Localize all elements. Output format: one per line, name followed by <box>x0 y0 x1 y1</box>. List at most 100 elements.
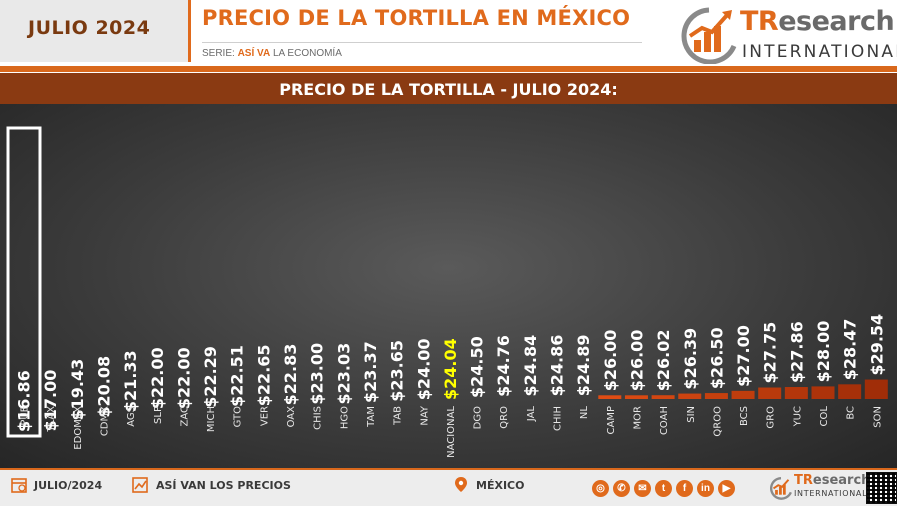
value-label-dgo: $24.50 <box>468 336 487 398</box>
category-label-ags: AGS <box>126 406 137 427</box>
footer-logo-international: INTERNATIONAL <box>794 489 868 498</box>
category-label-bcs: BCS <box>739 406 750 426</box>
value-label-pue: $16.86 <box>15 370 34 432</box>
value-label-chih: $24.86 <box>548 335 567 397</box>
value-label-ver: $22.65 <box>254 344 273 406</box>
category-label-mor: MOR <box>632 406 643 429</box>
category-label-gro: GRO <box>766 406 777 429</box>
category-label-tlax: TLAX <box>46 406 57 433</box>
footer-region: MÉXICO <box>476 479 525 492</box>
value-label-nay: $24.00 <box>414 338 433 400</box>
value-label-qro: $24.76 <box>494 335 513 397</box>
category-label-pue: PUE <box>20 406 31 426</box>
footer-series: ASÍ VAN LOS PRECIOS <box>156 479 291 492</box>
value-label-zac: $22.00 <box>174 347 193 409</box>
bar-sin <box>678 393 702 399</box>
page-title: PRECIO DE LA TORTILLA EN MÉXICO <box>202 6 631 30</box>
footer-logo-wordmark: TResearch <box>794 473 870 488</box>
category-label-son: SON <box>872 406 883 428</box>
category-label-tab: TAB <box>393 406 404 426</box>
logo-research: esearch <box>778 6 895 37</box>
bar-yuc <box>784 387 808 399</box>
twitter-icon[interactable]: t <box>655 480 672 497</box>
bar-bcs <box>731 390 755 399</box>
value-label-qroo: $26.50 <box>707 327 726 389</box>
page-header: JULIO 2024 PRECIO DE LA TORTILLA EN MÉXI… <box>0 0 897 72</box>
bar-mor <box>624 395 648 399</box>
facebook-icon[interactable]: f <box>676 480 693 497</box>
category-label-col: COL <box>819 406 830 427</box>
series-suffix: LA ECONOMÍA <box>270 48 342 59</box>
footer-date: JULIO/2024 <box>34 479 103 492</box>
chart-doc-icon <box>132 477 148 493</box>
value-label-bc: $28.47 <box>841 319 860 381</box>
bar-bc <box>838 384 862 399</box>
value-label-edomex: $19.43 <box>68 359 87 421</box>
qr-code[interactable] <box>866 472 897 504</box>
category-label-ver: VER <box>259 406 270 426</box>
category-label-oax: OAX <box>286 406 297 428</box>
value-label-mich: $22.29 <box>201 346 220 408</box>
value-label-hgo: $23.03 <box>334 343 353 405</box>
category-label-chih: CHIH <box>553 406 564 431</box>
value-label-tam: $23.37 <box>361 341 380 403</box>
mail-icon[interactable]: ✉ <box>634 480 651 497</box>
category-label-zac: ZAC <box>179 406 190 427</box>
category-label-jal: JAL <box>526 406 537 423</box>
value-label-yuc: $27.86 <box>787 321 806 383</box>
value-label-cdmx: $20.08 <box>94 356 113 418</box>
category-label-camp: CAMP <box>606 406 617 434</box>
category-label-yuc: YUC <box>792 406 803 427</box>
value-label-slp: $22.00 <box>148 347 167 409</box>
category-label-chis: CHIS <box>313 406 324 430</box>
footer-logo-chart-icon <box>769 476 792 500</box>
value-label-ags: $21.33 <box>121 350 140 412</box>
series-subtitle: SERIE: ASÍ VA LA ECONOMÍA <box>202 48 342 59</box>
date-label: JULIO 2024 <box>28 17 151 39</box>
value-label-col: $28.00 <box>814 321 833 383</box>
title-divider <box>202 42 642 43</box>
whatsapp-icon[interactable]: ✆ <box>613 480 630 497</box>
bar-son <box>864 379 888 399</box>
value-label-oax: $22.83 <box>281 344 300 406</box>
bar-camp <box>598 395 622 399</box>
value-label-gro: $27.75 <box>761 322 780 384</box>
logo-chart-icon <box>681 7 737 64</box>
footer-logo-tr: TR <box>794 473 813 488</box>
category-label-slp: SLP <box>153 406 164 424</box>
date-badge: JULIO 2024 <box>0 0 191 62</box>
bar-gro <box>758 387 782 399</box>
category-label-qro: QRO <box>499 406 510 429</box>
chart-title-band: PRECIO DE LA TORTILLA - JULIO 2024: <box>0 72 897 105</box>
value-label-mor: $26.00 <box>627 330 646 392</box>
chart-title: PRECIO DE LA TORTILLA - JULIO 2024: <box>279 80 618 99</box>
value-label-sin: $26.39 <box>681 328 700 390</box>
highlight-box-pue <box>6 126 42 438</box>
linkedin-icon[interactable]: in <box>697 480 714 497</box>
value-label-camp: $26.00 <box>601 330 620 392</box>
category-label-nl: NL <box>579 406 590 419</box>
category-label-mich: MICH <box>206 406 217 432</box>
bar-qroo <box>704 393 728 399</box>
value-label-tab: $23.65 <box>388 340 407 402</box>
category-label-coah: COAH <box>659 406 670 435</box>
series-highlight: ASÍ VA <box>237 48 271 59</box>
chart-area: $16.86 PUE $17.00 TLAX $19.43 EDOMEX $20.08 CDM… <box>0 104 897 468</box>
category-label-tam: TAM <box>366 406 377 428</box>
globe-icon[interactable]: ◎ <box>592 480 609 497</box>
category-label-nacional: NACIONAL <box>446 406 457 458</box>
series-prefix: SERIE: <box>202 48 238 59</box>
bar-coah <box>651 395 675 399</box>
category-label-edomex: EDOMEX <box>73 406 84 450</box>
category-label-sin: SIN <box>686 406 697 423</box>
category-label-cdmx: CDMX <box>99 406 110 436</box>
value-label-bcs: $27.00 <box>734 325 753 387</box>
logo-tr: TR <box>740 6 779 37</box>
logo-international: INTERNATIONAL <box>742 42 897 62</box>
category-label-hgo: HGO <box>339 406 350 429</box>
header-accent-bar <box>0 66 897 72</box>
value-label-coah: $26.02 <box>654 329 673 391</box>
category-label-nay: NAY <box>419 405 430 426</box>
youtube-icon[interactable]: ▶ <box>718 480 735 497</box>
value-label-chis: $23.00 <box>308 343 327 405</box>
